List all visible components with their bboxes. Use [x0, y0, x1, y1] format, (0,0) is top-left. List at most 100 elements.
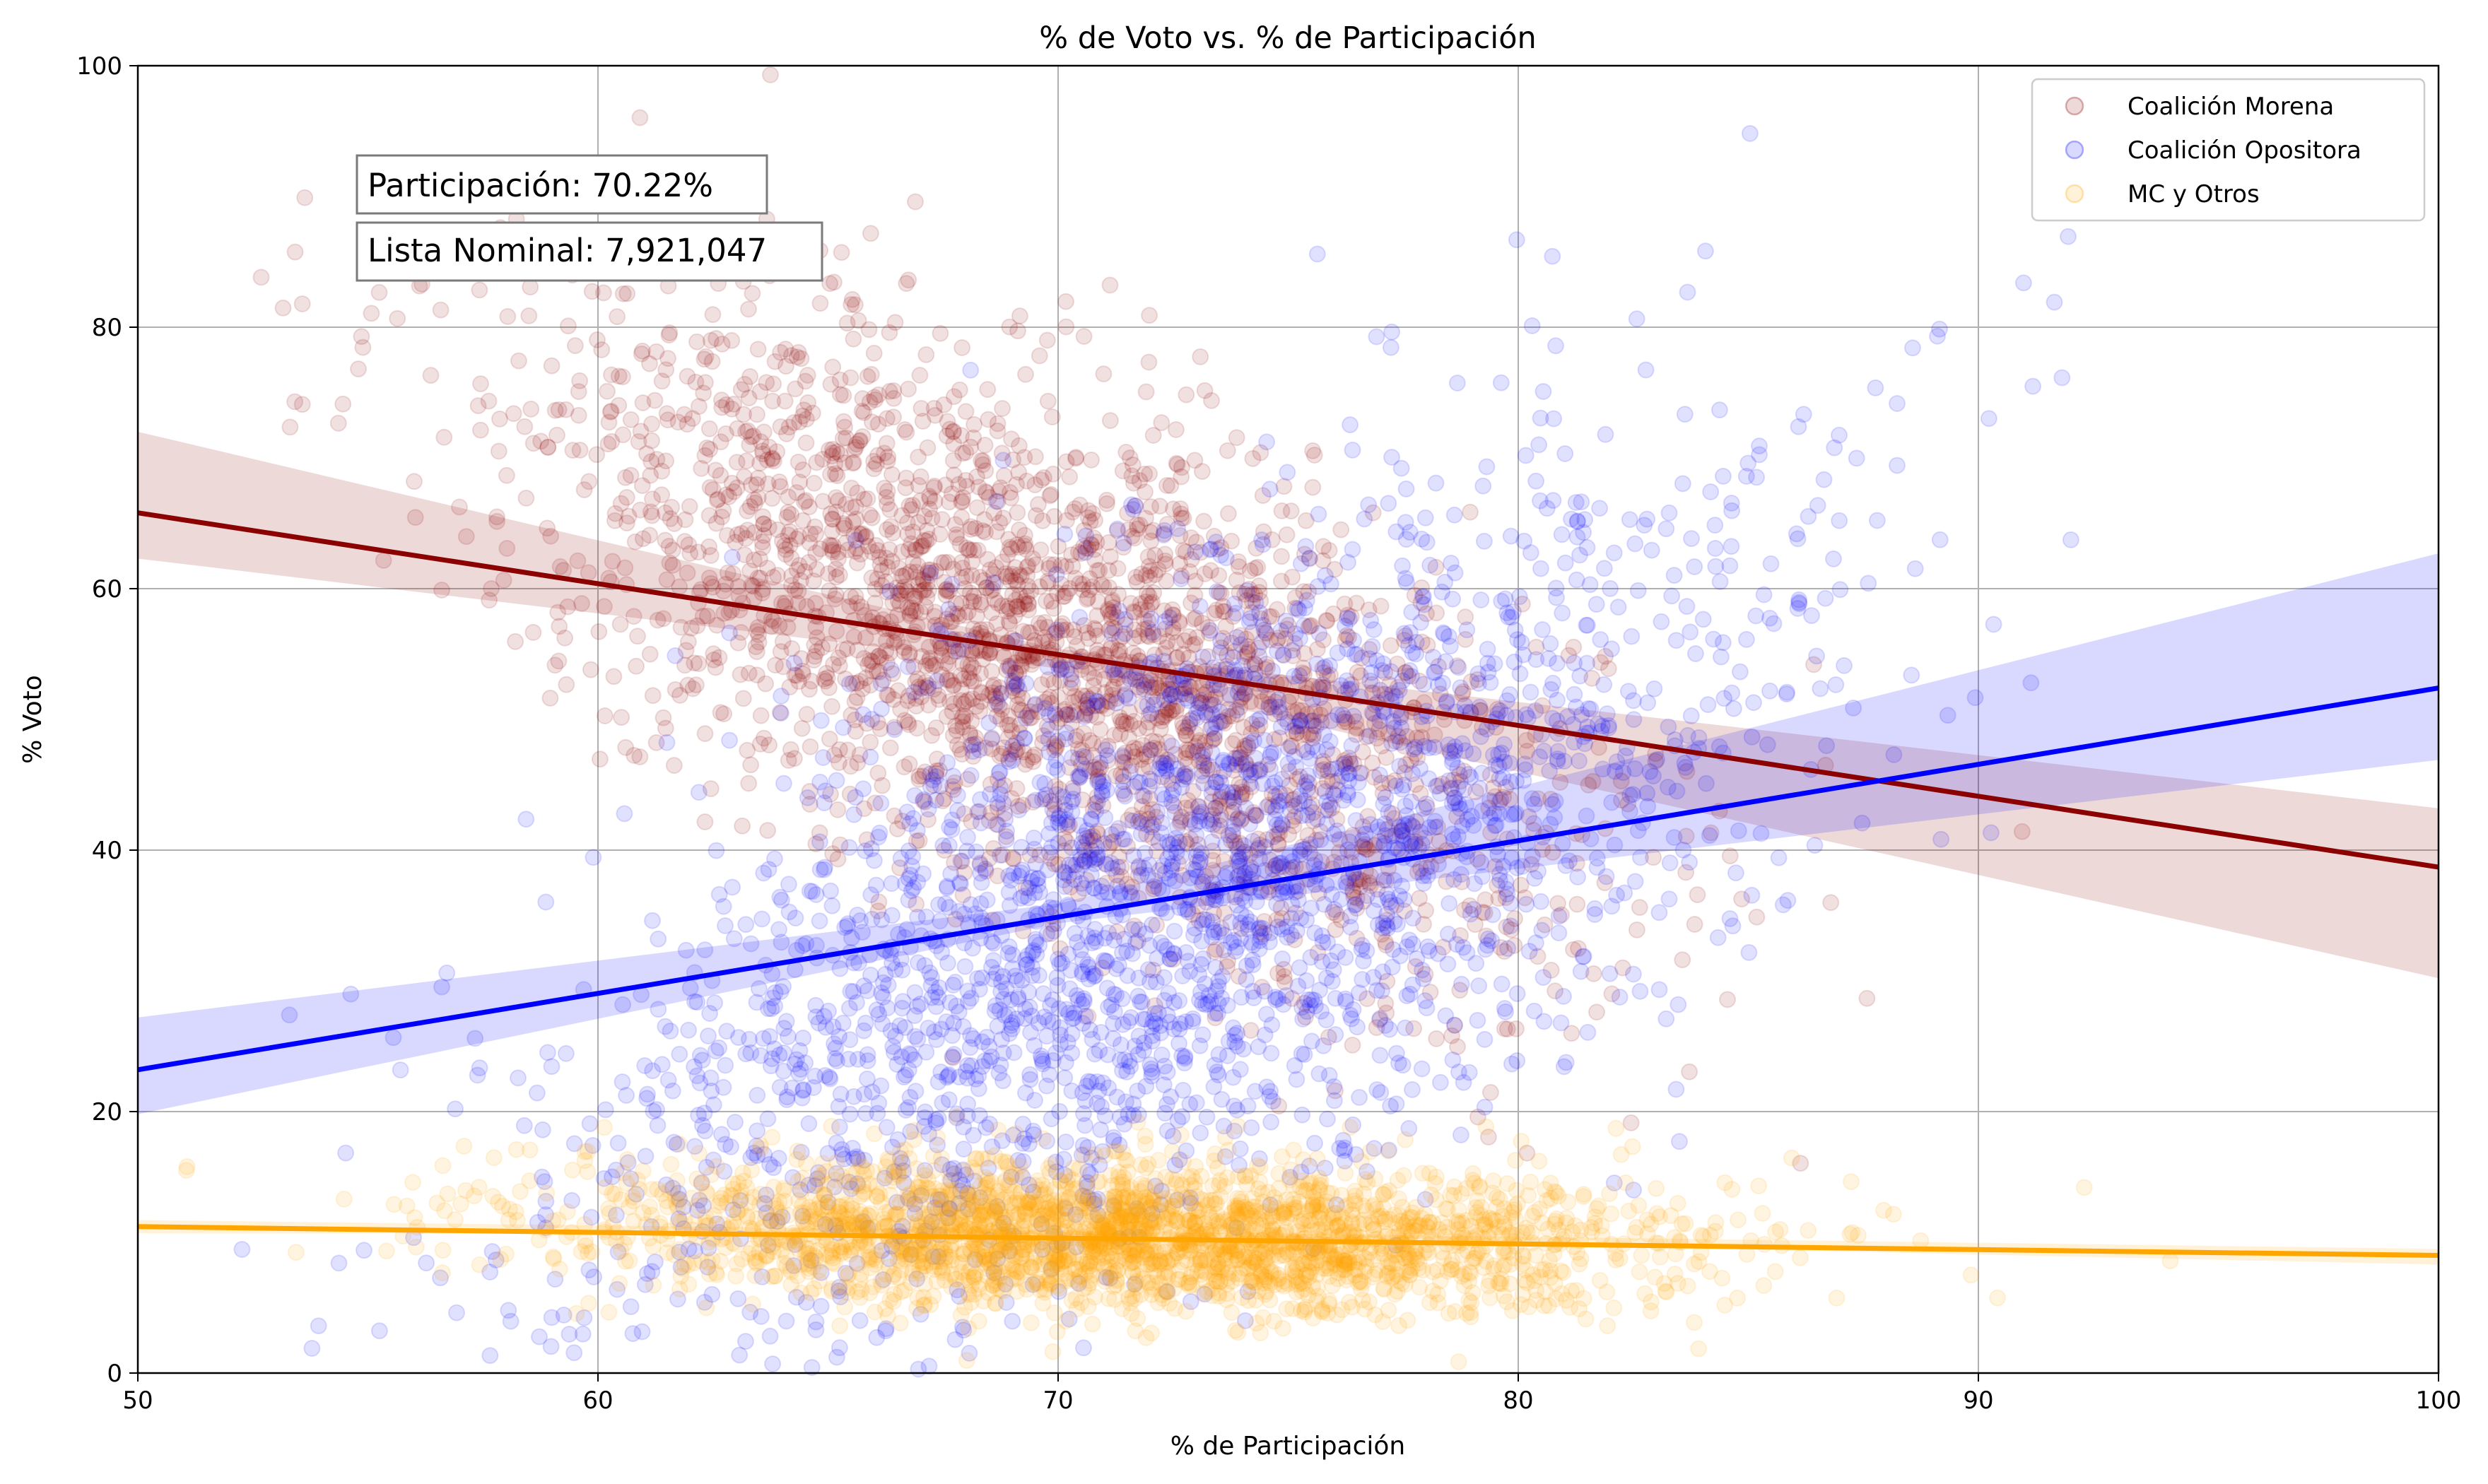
data-point — [1407, 776, 1424, 794]
data-point — [1120, 690, 1137, 707]
data-point — [1007, 654, 1024, 671]
data-point — [1001, 318, 1019, 336]
data-point — [1183, 594, 1200, 612]
data-point — [1293, 999, 1310, 1016]
data-point — [1743, 886, 1761, 904]
data-point — [1039, 618, 1057, 636]
data-point — [1885, 746, 1903, 763]
data-point — [1172, 500, 1190, 517]
data-point — [1378, 917, 1395, 935]
data-point — [1682, 623, 1699, 641]
data-point — [1061, 706, 1079, 724]
data-point — [1137, 925, 1154, 943]
data-point — [680, 1021, 698, 1039]
data-point — [1391, 758, 1409, 775]
data-point — [954, 713, 972, 731]
data-point — [644, 912, 661, 929]
data-point — [1109, 520, 1126, 538]
data-point — [1255, 616, 1272, 634]
data-point — [524, 435, 542, 452]
data-point — [1525, 1002, 1543, 1020]
data-point — [1351, 1088, 1368, 1106]
data-point — [1469, 665, 1487, 683]
data-point — [883, 875, 900, 893]
data-point — [791, 473, 809, 491]
data-point — [1239, 736, 1257, 754]
data-point — [1427, 474, 1445, 492]
data-point — [801, 782, 818, 800]
data-point — [1452, 772, 1469, 790]
data-point — [965, 541, 982, 559]
data-point — [471, 421, 489, 439]
scatter-points — [177, 66, 2179, 1378]
data-point — [679, 564, 696, 582]
data-point — [1496, 736, 1513, 753]
data-point — [874, 777, 891, 794]
data-point — [1001, 600, 1019, 618]
data-point — [1761, 609, 1778, 627]
data-point — [1046, 705, 1064, 722]
data-point — [1533, 921, 1551, 939]
data-point — [893, 543, 911, 560]
data-point — [1063, 546, 1080, 564]
data-point — [1228, 571, 1245, 589]
data-point — [491, 410, 508, 428]
data-point — [753, 910, 770, 928]
data-point — [1273, 548, 1290, 565]
data-point — [1380, 775, 1398, 792]
data-point — [1271, 854, 1289, 872]
data-point — [934, 837, 952, 854]
data-point — [1021, 999, 1038, 1016]
data-point — [972, 791, 989, 808]
data-point — [1497, 889, 1515, 907]
data-point — [889, 606, 906, 624]
data-point — [842, 758, 859, 775]
data-point — [1525, 815, 1542, 832]
data-point — [1192, 1124, 1209, 1142]
data-point — [749, 1086, 766, 1104]
data-point — [1345, 707, 1363, 725]
data-point — [1853, 814, 1871, 832]
data-point — [799, 394, 817, 411]
data-point — [741, 436, 758, 454]
data-point — [870, 386, 887, 404]
data-point — [962, 736, 980, 754]
data-point — [724, 878, 741, 896]
data-point — [1095, 365, 1113, 383]
data-point — [944, 977, 962, 994]
data-point — [1081, 570, 1098, 587]
data-point — [1517, 447, 1535, 464]
data-point — [1368, 881, 1386, 898]
data-point — [1158, 941, 1176, 958]
data-point — [782, 741, 799, 758]
data-point — [1531, 748, 1549, 765]
data-point — [908, 541, 925, 559]
data-point — [944, 1049, 962, 1066]
data-point — [992, 779, 1009, 796]
data-point — [589, 331, 606, 348]
data-point — [543, 1058, 561, 1076]
data-point — [1572, 962, 1590, 980]
data-point — [1189, 835, 1207, 853]
data-point — [1309, 944, 1327, 962]
data-point — [626, 533, 644, 550]
data-point — [628, 657, 645, 675]
data-point — [828, 623, 845, 640]
data-point — [823, 440, 841, 458]
data-point — [481, 1347, 499, 1365]
data-point — [855, 780, 872, 798]
data-point — [849, 906, 866, 924]
data-point — [1008, 1010, 1026, 1027]
data-point — [923, 726, 941, 744]
data-point — [1788, 525, 1805, 543]
data-point — [742, 756, 760, 774]
data-point — [862, 734, 879, 751]
data-point — [696, 1122, 714, 1140]
data-point — [1501, 790, 1519, 808]
data-point — [1139, 961, 1157, 979]
data-point — [872, 794, 890, 812]
data-point — [1332, 521, 1350, 538]
data-point — [1181, 814, 1199, 832]
data-point — [1444, 1051, 1462, 1068]
data-point — [945, 466, 963, 484]
